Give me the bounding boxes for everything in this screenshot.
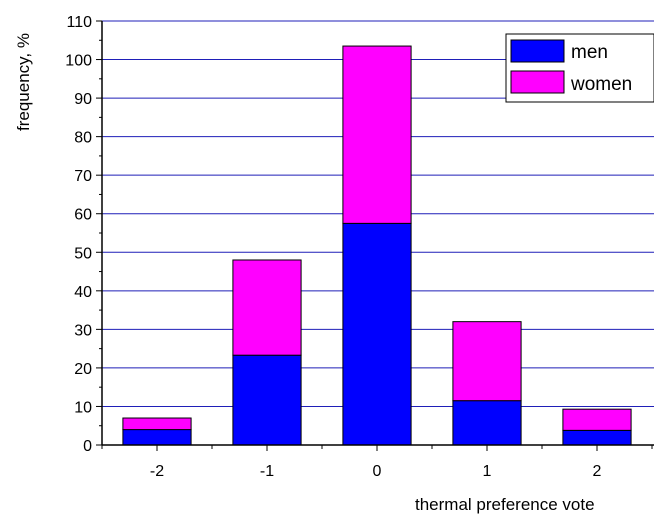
bar-women-2 xyxy=(562,408,632,431)
x-tick-label: -1 xyxy=(260,463,274,480)
bar-men-1 xyxy=(452,400,522,446)
y-tick-label: 60 xyxy=(74,207,92,224)
bar-men--2 xyxy=(122,429,192,446)
x-axis-ticks: -2 -1 0 1 2 xyxy=(101,445,653,480)
y-tick-label: 70 xyxy=(74,168,92,185)
bar-men--1 xyxy=(232,354,302,446)
bar-women-1 xyxy=(452,321,522,402)
y-tick-label: 40 xyxy=(74,284,92,301)
y-axis-ticks: 0 10 20 30 40 50 60 70 80 90 100 110 xyxy=(65,14,102,455)
y-tick-label: 30 xyxy=(74,322,92,339)
y-tick-label: 100 xyxy=(65,53,92,70)
bar-women--2 xyxy=(122,417,192,431)
legend-label-men: men xyxy=(571,42,608,63)
x-tick-label: 1 xyxy=(483,463,492,480)
bar-men-2 xyxy=(562,429,632,446)
y-tick-label: 110 xyxy=(66,14,92,31)
x-axis-title: thermal preference vote xyxy=(415,495,595,514)
y-tick-label: 0 xyxy=(83,438,92,455)
bar-men-0 xyxy=(342,222,412,446)
x-tick-label: 0 xyxy=(373,463,382,480)
y-tick-label: 90 xyxy=(74,91,92,108)
bar-women--1 xyxy=(232,259,302,356)
x-tick-label: 2 xyxy=(593,463,602,480)
y-tick-label: 50 xyxy=(74,245,92,262)
legend-swatch-men xyxy=(510,39,565,63)
bars xyxy=(122,45,632,446)
y-tick-label: 80 xyxy=(74,130,92,147)
legend-swatch-women xyxy=(510,70,565,94)
x-tick-label: -2 xyxy=(150,463,164,480)
y-tick-label: 20 xyxy=(74,361,92,378)
legend: men women xyxy=(505,33,654,103)
y-axis-title: frequency, % xyxy=(14,33,33,131)
legend-label-women: women xyxy=(570,74,632,95)
y-tick-label: 10 xyxy=(74,399,92,416)
bar-women-0 xyxy=(342,45,412,224)
